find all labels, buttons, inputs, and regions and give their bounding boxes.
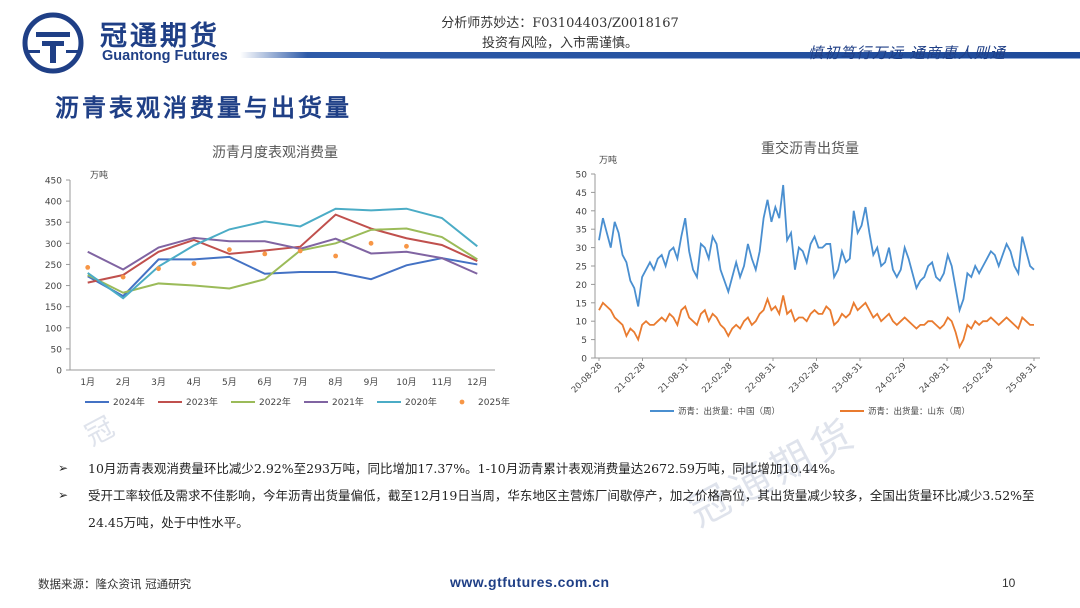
shipment-line-chart: 0 5 10 15 20 25 30 35 40 45 50 万吨 20-08-28 21-02-28 21… bbox=[570, 154, 1040, 417]
bullet-arrow-icon: ➢ bbox=[58, 461, 69, 475]
x-tick-label: 23-08-31 bbox=[831, 361, 865, 395]
analyst-line: 分析师苏妙达：F03104403/Z0018167 bbox=[441, 16, 679, 31]
x-tick-label: 7月 bbox=[293, 377, 308, 388]
data-point bbox=[120, 274, 126, 280]
bullet-text: 10月沥青表观消费量环比减少2.92%至293万吨，同比增加17.37%。1-1… bbox=[88, 461, 843, 476]
y-tick-label: 50 bbox=[51, 345, 63, 355]
x-tick-label: 4月 bbox=[187, 377, 202, 388]
data-point bbox=[85, 265, 91, 270]
series-line bbox=[87, 236, 478, 275]
y-tick-label: 450 bbox=[45, 177, 62, 187]
x-tick-label: 22-02-28 bbox=[700, 361, 734, 395]
header-band-line bbox=[380, 58, 1080, 59]
risk-disclaimer: 投资有风险，入市需谨慎。 bbox=[481, 36, 638, 51]
legend-label: 2024年 bbox=[113, 396, 145, 408]
company-motto: 慎初笃行万远 通商惠人则通 bbox=[808, 44, 1006, 62]
data-point bbox=[297, 248, 303, 254]
slide-title: 沥青表观消费量与出货量 bbox=[55, 93, 352, 122]
commentary: ➢ 10月沥青表观消费量环比减少2.92%至293万吨，同比增加17.37%。1… bbox=[58, 455, 1048, 536]
series-line bbox=[87, 255, 478, 298]
x-tick-label: 24-02-29 bbox=[874, 361, 908, 395]
y-tick-label: 20 bbox=[576, 281, 588, 291]
legend-label: 2025年 bbox=[478, 396, 510, 408]
x-tick-label: 8月 bbox=[328, 377, 343, 388]
x-tick-label: 2月 bbox=[116, 377, 131, 388]
legend-label: 沥青：出货量：中国（周） bbox=[678, 406, 780, 417]
x-tick-label: 9月 bbox=[364, 377, 379, 388]
series-line bbox=[87, 227, 478, 294]
data-point bbox=[333, 253, 339, 259]
consumption-line-chart: 0 50 100 150 200 250 300 350 400 450 万吨 1月 2月 3月 4月 5月 6… bbox=[45, 169, 510, 408]
x-tick-label: 21-08-31 bbox=[657, 361, 691, 395]
y-tick-label: 0 bbox=[581, 355, 587, 365]
analyst-info: 分析师苏妙达：F03104403/Z0018167 投资有风险，入市需谨慎。 bbox=[380, 14, 740, 54]
data-point bbox=[262, 251, 268, 257]
x-tick-label: 20-08-28 bbox=[570, 361, 604, 395]
bullet-arrow-icon: ➢ bbox=[58, 488, 69, 502]
y-tick-label: 30 bbox=[576, 244, 588, 254]
legend-label: 2020年 bbox=[405, 396, 437, 408]
x-tick-label: 25-02-28 bbox=[961, 361, 995, 395]
x-tick-label: 24-08-31 bbox=[918, 361, 952, 395]
data-point bbox=[156, 266, 161, 272]
x-tick-label: 21-02-28 bbox=[613, 361, 647, 395]
data-source: 数据来源：隆众资讯 冠通研究 bbox=[38, 577, 192, 591]
x-tick-label: 25-08-31 bbox=[1005, 361, 1039, 395]
x-tick-label: 6月 bbox=[257, 377, 272, 388]
logo-chinese-name: 冠通期货 bbox=[100, 21, 220, 52]
y-tick-label: 15 bbox=[576, 299, 587, 309]
y-tick-label: 10 bbox=[576, 318, 588, 328]
y-tick-label: 5 bbox=[581, 336, 587, 346]
y-unit-label: 万吨 bbox=[599, 154, 617, 166]
legend-marker bbox=[459, 399, 465, 405]
data-point bbox=[368, 240, 374, 246]
y-tick-label: 45 bbox=[576, 189, 587, 199]
data-point bbox=[191, 261, 197, 266]
x-tick-label: 11月 bbox=[432, 377, 452, 388]
y-unit-label: 万吨 bbox=[90, 169, 108, 181]
bullet-item: ➢ 10月沥青表观消费量环比减少2.92%至293万吨，同比增加17.37%。1… bbox=[58, 455, 1048, 482]
x-tick-label: 3月 bbox=[151, 377, 166, 388]
logo-english-name: Guantong Futures bbox=[102, 48, 228, 64]
y-tick-label: 35 bbox=[576, 226, 587, 236]
y-tick-label: 400 bbox=[45, 198, 62, 208]
left-chart-title: 沥青月度表观消费量 bbox=[212, 145, 338, 161]
series-line bbox=[598, 295, 1034, 350]
x-tick-label: 1月 bbox=[80, 377, 95, 388]
legend-label: 2022年 bbox=[259, 396, 291, 408]
company-logo-icon bbox=[22, 12, 84, 74]
data-point bbox=[404, 243, 409, 249]
y-tick-label: 300 bbox=[45, 240, 62, 250]
y-tick-label: 100 bbox=[45, 324, 62, 334]
header-band bbox=[240, 52, 1080, 58]
series-line bbox=[598, 184, 1035, 314]
y-tick-label: 150 bbox=[45, 303, 62, 313]
y-tick-label: 0 bbox=[56, 367, 62, 377]
x-tick-label: 23-02-28 bbox=[787, 361, 821, 395]
x-tick-label: 22-08-31 bbox=[744, 361, 778, 395]
right-chart-title: 重交沥青出货量 bbox=[761, 141, 859, 157]
website-link[interactable]: www.gtfutures.com.cn bbox=[450, 574, 610, 590]
legend-label: 2023年 bbox=[186, 396, 218, 408]
data-point bbox=[226, 247, 232, 253]
y-tick-label: 200 bbox=[45, 282, 62, 292]
y-tick-label: 250 bbox=[45, 261, 62, 271]
legend-label: 沥青：出货量：山东（周） bbox=[868, 406, 970, 417]
x-tick-label: 10月 bbox=[396, 377, 416, 388]
bullet-text: 受开工率较低及需求不佳影响，今年沥青出货量偏低，截至12月19日当周，华东地区主… bbox=[88, 488, 1035, 530]
series-line bbox=[87, 207, 478, 300]
y-tick-label: 50 bbox=[576, 171, 588, 181]
y-tick-label: 25 bbox=[576, 263, 587, 273]
x-tick-label: 5月 bbox=[222, 377, 237, 388]
page-number: 10 bbox=[1002, 576, 1016, 590]
legend-label: 2021年 bbox=[332, 396, 364, 408]
header: 冠通期货 Guantong Futures 分析师苏妙达：F03104403/Z… bbox=[0, 0, 1080, 80]
y-tick-label: 40 bbox=[576, 207, 588, 217]
x-tick-label: 12月 bbox=[467, 377, 487, 388]
series-line bbox=[87, 213, 478, 284]
bullet-item: ➢ 受开工率较低及需求不佳影响，今年沥青出货量偏低，截至12月19日当周，华东地… bbox=[58, 482, 1048, 536]
y-tick-label: 350 bbox=[45, 219, 62, 229]
